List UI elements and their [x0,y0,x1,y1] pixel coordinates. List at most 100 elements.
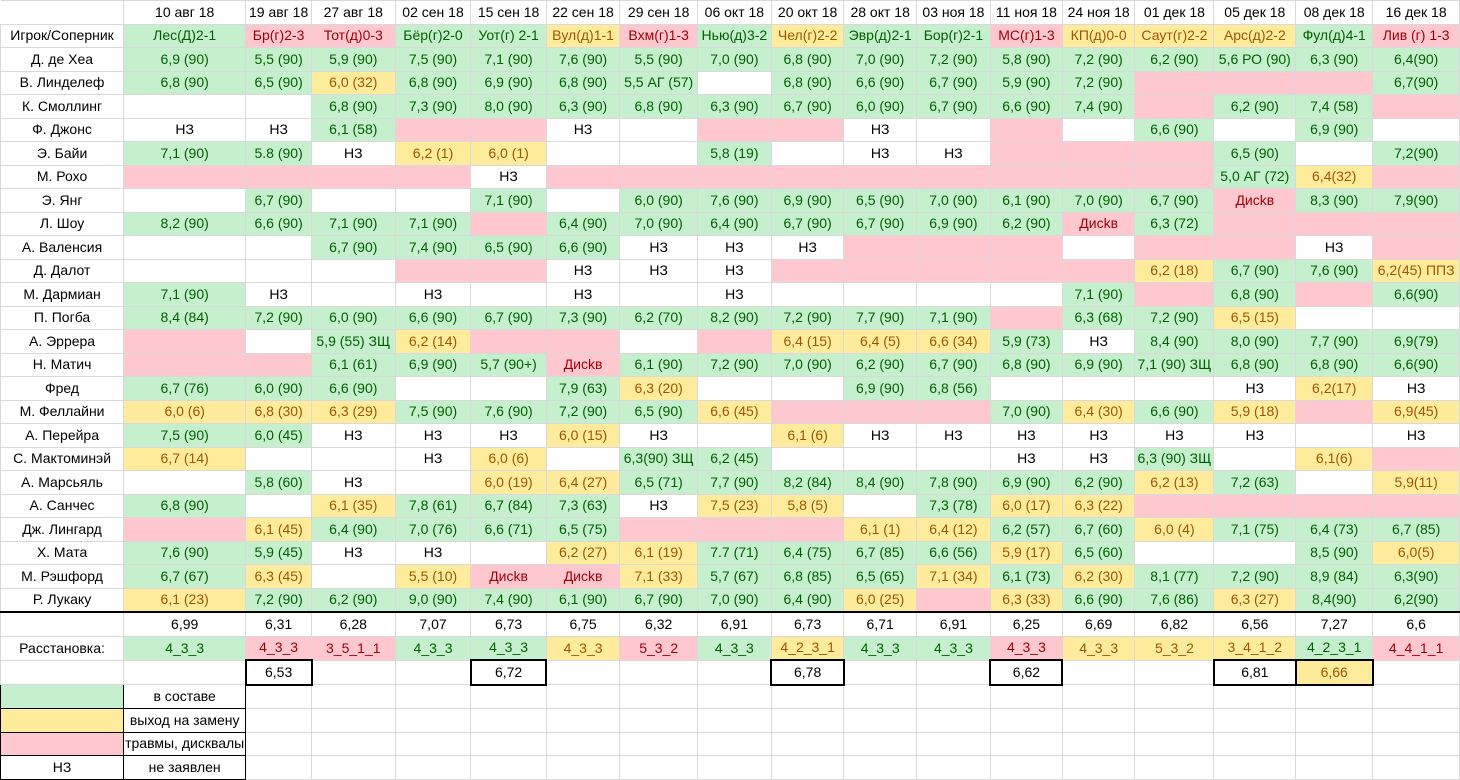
rating-cell[interactable]: 6,3 (68) [1061,305,1136,330]
legend-label[interactable]: не заявлен [123,755,247,780]
rating-cell[interactable]: 7,4 (58) [1295,94,1374,119]
average-cell[interactable]: 6,31 [245,611,312,637]
rating-cell[interactable] [1061,376,1136,401]
rating-cell[interactable]: Дисkв [545,352,621,377]
rating-cell[interactable] [989,258,1063,283]
cell[interactable] [619,708,698,733]
rating-cell[interactable] [770,376,845,401]
rating-cell[interactable] [989,235,1063,260]
rating-cell[interactable] [1295,211,1374,236]
rating-cell[interactable]: 7,2 (90) [545,399,621,424]
rating-cell[interactable]: НЗ [696,258,772,283]
player-name[interactable]: А. Валенсия [0,235,125,260]
cell[interactable] [245,684,312,709]
rating-cell[interactable] [545,188,621,213]
formation-cell[interactable]: 4_2_3_1 [770,635,845,661]
rating-cell[interactable]: 6,0 (45) [245,423,312,448]
cell[interactable] [545,708,621,733]
cell[interactable] [989,731,1063,756]
rating-cell[interactable] [1213,70,1297,95]
rating-cell[interactable]: 6,2 (57) [989,517,1063,542]
rating-cell[interactable]: 5,7 (67) [696,564,772,589]
rating-cell[interactable]: 6,9(45) [1372,399,1460,424]
rating-cell[interactable]: Дисkв [1213,188,1297,213]
rating-cell[interactable] [1134,70,1215,95]
rating-cell[interactable]: 7,6 (90) [470,399,547,424]
cell[interactable] [1295,684,1374,709]
formation-cell[interactable]: 4_3_3 [916,635,991,661]
rating-cell[interactable] [989,141,1063,166]
rating-cell[interactable] [1134,235,1215,260]
rating-cell[interactable]: 5,7 (90+) [470,352,547,377]
cell[interactable] [1295,708,1374,733]
rating-cell[interactable]: 6,7 (76) [123,376,247,401]
formation-cell[interactable]: 4_3_3 [843,635,917,661]
rating-cell[interactable]: 5,9 (45) [245,540,312,565]
rating-cell[interactable]: 6,2 (30) [1061,564,1136,589]
rating-cell[interactable]: 6,7 (90) [1134,188,1215,213]
rating-cell[interactable]: 6,9 (90) [989,470,1063,495]
rating-cell[interactable]: 6,8 (56) [916,376,991,401]
rating-cell[interactable]: 6,6 (90) [1061,587,1136,613]
rating-cell[interactable] [916,117,991,142]
rating-cell[interactable]: 6,9 (90) [470,70,547,95]
rating-cell[interactable] [770,517,845,542]
rating-cell[interactable]: 6,7 (90) [916,70,991,95]
formation-cell[interactable]: 4_3_3 [123,635,247,661]
cell[interactable] [1213,708,1297,733]
player-name[interactable]: Фред [0,376,125,401]
rating-cell[interactable]: 7,1 (90) ЗЩ [1134,352,1215,377]
rating-cell[interactable]: 6,6 (90) [1134,117,1215,142]
legend-label[interactable]: выход на замену [123,708,247,733]
player-name[interactable]: Д. Далот [0,258,125,283]
cell[interactable] [1134,684,1215,709]
rating-cell[interactable]: 7,1 (90) [123,141,247,166]
rating-cell[interactable]: 6,1 (45) [245,517,312,542]
average-cell[interactable]: 6,32 [619,611,698,637]
opponent-header[interactable]: КП(д)0-0 [1061,23,1136,48]
rating-cell[interactable] [1295,399,1374,424]
rating-cell[interactable]: 7,0 (90) [916,188,991,213]
rating-cell[interactable]: НЗ [311,141,396,166]
rating-cell[interactable]: 7,2 (63) [1213,470,1297,495]
rating-cell[interactable] [696,423,772,448]
rating-cell[interactable]: 7,2 (90) [1134,305,1215,330]
cell[interactable] [1134,755,1215,780]
rating-cell[interactable]: 7,0 (90) [696,587,772,613]
rating-cell[interactable]: 7,5 (90) [394,47,472,72]
cell[interactable] [1061,708,1136,733]
cell[interactable] [1295,755,1374,780]
rating-cell[interactable]: 6,2 (14) [394,329,472,354]
rating-cell[interactable]: 7,5 (90) [123,423,247,448]
rating-cell[interactable]: 6,3 (27) [1213,587,1297,613]
cell[interactable] [989,708,1063,733]
cell[interactable] [123,659,247,685]
cell[interactable] [843,684,917,709]
cell[interactable] [1213,731,1297,756]
rating-cell[interactable]: 6,7 (67) [123,564,247,589]
rating-cell[interactable] [311,188,396,213]
rating-cell[interactable]: 6,4 (27) [545,470,621,495]
rating-cell[interactable] [123,235,247,260]
player-name[interactable]: Л. Шоу [0,211,125,236]
rating-cell[interactable]: 6,7 (90) [770,211,845,236]
rating-cell[interactable]: 6,7 (90) [916,94,991,119]
cell[interactable] [1134,708,1215,733]
rating-cell[interactable]: 6,5 (60) [1061,540,1136,565]
rating-cell[interactable]: 8,2 (90) [696,305,772,330]
cell[interactable] [619,659,698,685]
rating-cell[interactable]: 7,1 (90) [123,282,247,307]
rating-cell[interactable]: 5,9 (18) [1213,399,1297,424]
average-cell[interactable]: 6,25 [989,611,1063,637]
rating-cell[interactable]: 6,3 (90) [545,94,621,119]
rating-cell[interactable]: 6,5 (90) [843,188,917,213]
rating-cell[interactable]: 5,8 (60) [245,470,312,495]
group-average-cell[interactable]: 6,72 [469,659,548,686]
player-name[interactable]: В. Линделеф [0,70,125,95]
rating-cell[interactable] [1295,493,1374,518]
average-cell[interactable]: 6,75 [545,611,621,637]
rating-cell[interactable]: 8,4(90) [1295,587,1374,613]
rating-cell[interactable]: 7,6 (90) [123,540,247,565]
rating-cell[interactable]: 6,3 (90) [1295,47,1374,72]
rating-cell[interactable] [245,94,312,119]
